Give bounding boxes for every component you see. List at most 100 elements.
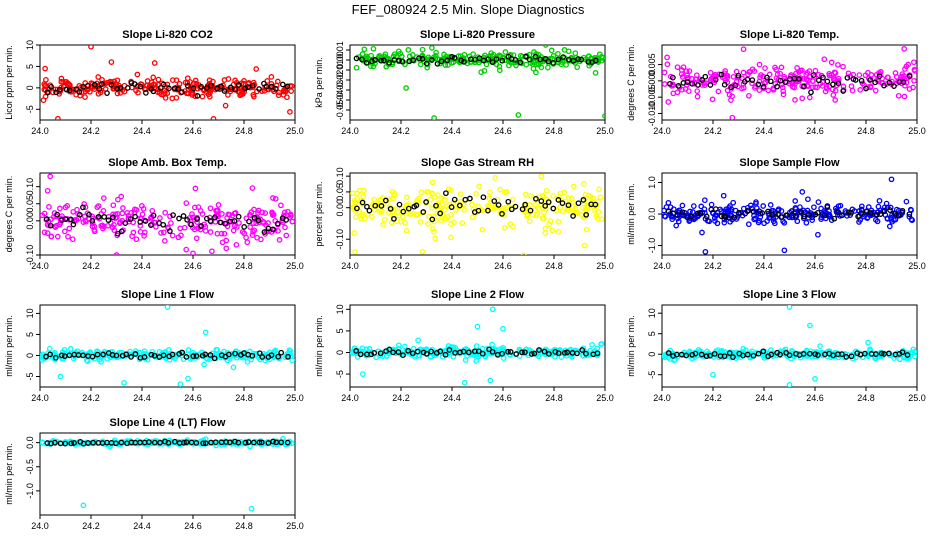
reference-point [814,209,821,216]
panel-title: Slope Line 3 Flow [743,289,836,301]
data-point [233,241,240,248]
data-point [740,84,747,91]
outlier-point [901,46,908,52]
data-point [884,74,891,81]
x-tick-label: 24.0 [341,393,359,403]
reference-point [84,82,91,89]
data-point [258,236,264,243]
data-point [911,59,917,66]
data-point [268,81,275,87]
reference-point [127,216,134,222]
data-point [721,216,728,223]
data-point [60,79,66,86]
data-point [473,191,479,197]
reference-point [217,219,224,226]
data-point [461,51,468,58]
data-point [209,248,215,255]
reference-point [881,82,887,89]
data-point [40,439,46,446]
reference-point [157,84,164,91]
reference-point [760,348,767,355]
reference-point [279,81,286,88]
data-point [532,201,538,208]
data-point [502,49,509,55]
data-point [674,89,681,96]
data-point [538,64,545,71]
reference-point [283,217,290,223]
data-point [755,219,762,226]
reference-point [285,353,291,360]
data-point [169,95,176,102]
y-tick-label: 0 [335,350,345,355]
reference-point [499,350,505,357]
reference-point [278,439,285,446]
data-point [41,81,48,87]
x-tick-label: 24.6 [494,393,512,403]
reference-point [806,212,812,218]
data-point [377,196,384,203]
reference-point [451,196,458,203]
reference-point [886,350,892,357]
data-point [580,181,587,187]
outlier-point [108,59,115,65]
y-tick-label: -0.03 [335,80,345,101]
data-point [561,189,568,196]
reference-point [390,349,396,356]
data-point [183,200,190,206]
y-tick-label: -5 [647,371,657,379]
reference-point [774,83,780,90]
data-point [65,233,71,240]
data-point [192,185,199,192]
data-point [545,64,551,71]
data-point [479,345,486,352]
y-tick-label: 0.0 [647,208,657,221]
data-point [248,209,255,216]
data-point [826,72,833,79]
data-point [530,212,536,218]
panel-title: Slope Gas Stream RH [421,157,534,169]
reference-point [862,350,868,357]
data-point [133,87,139,94]
x-tick-label: 24.2 [392,261,410,271]
reference-point [137,83,144,90]
data-point [520,252,527,255]
reference-point [759,210,766,216]
panel-line1: Slope Line 1 Flow 24.0 24.2 24.4 24.6 24.8 25.… [4,289,304,403]
data-point [909,217,915,224]
reference-point [476,55,483,62]
data-point [264,86,271,93]
data-point [745,221,752,228]
data-point [255,210,261,216]
reference-point [531,350,538,357]
reference-point [768,351,775,358]
x-tick-label: 24.4 [755,261,773,271]
data-point [120,205,126,211]
reference-point [190,353,197,360]
data-point [542,45,549,48]
data-point [57,205,63,212]
panel-title: Slope Line 1 Flow [121,289,214,301]
reference-point [765,208,771,215]
data-point [49,351,56,358]
plot-frame [349,304,606,388]
data-point [110,202,117,209]
data-point [815,231,821,238]
reference-point [270,438,276,445]
reference-point [256,350,263,357]
x-tick-label: 24.6 [806,261,824,271]
data-point [169,232,176,239]
series-points [662,45,917,120]
reference-point [448,204,455,210]
x-tick-label: 24.2 [704,393,722,403]
x-tick-label: 24.8 [235,126,253,136]
data-point [501,224,508,231]
reference-point [824,204,831,210]
data-point [701,197,708,204]
data-point [383,63,390,70]
data-point [270,195,276,201]
reference-point [372,56,378,63]
data-point [425,188,431,195]
x-tick-label: 24.0 [653,393,671,403]
data-point [118,193,125,200]
